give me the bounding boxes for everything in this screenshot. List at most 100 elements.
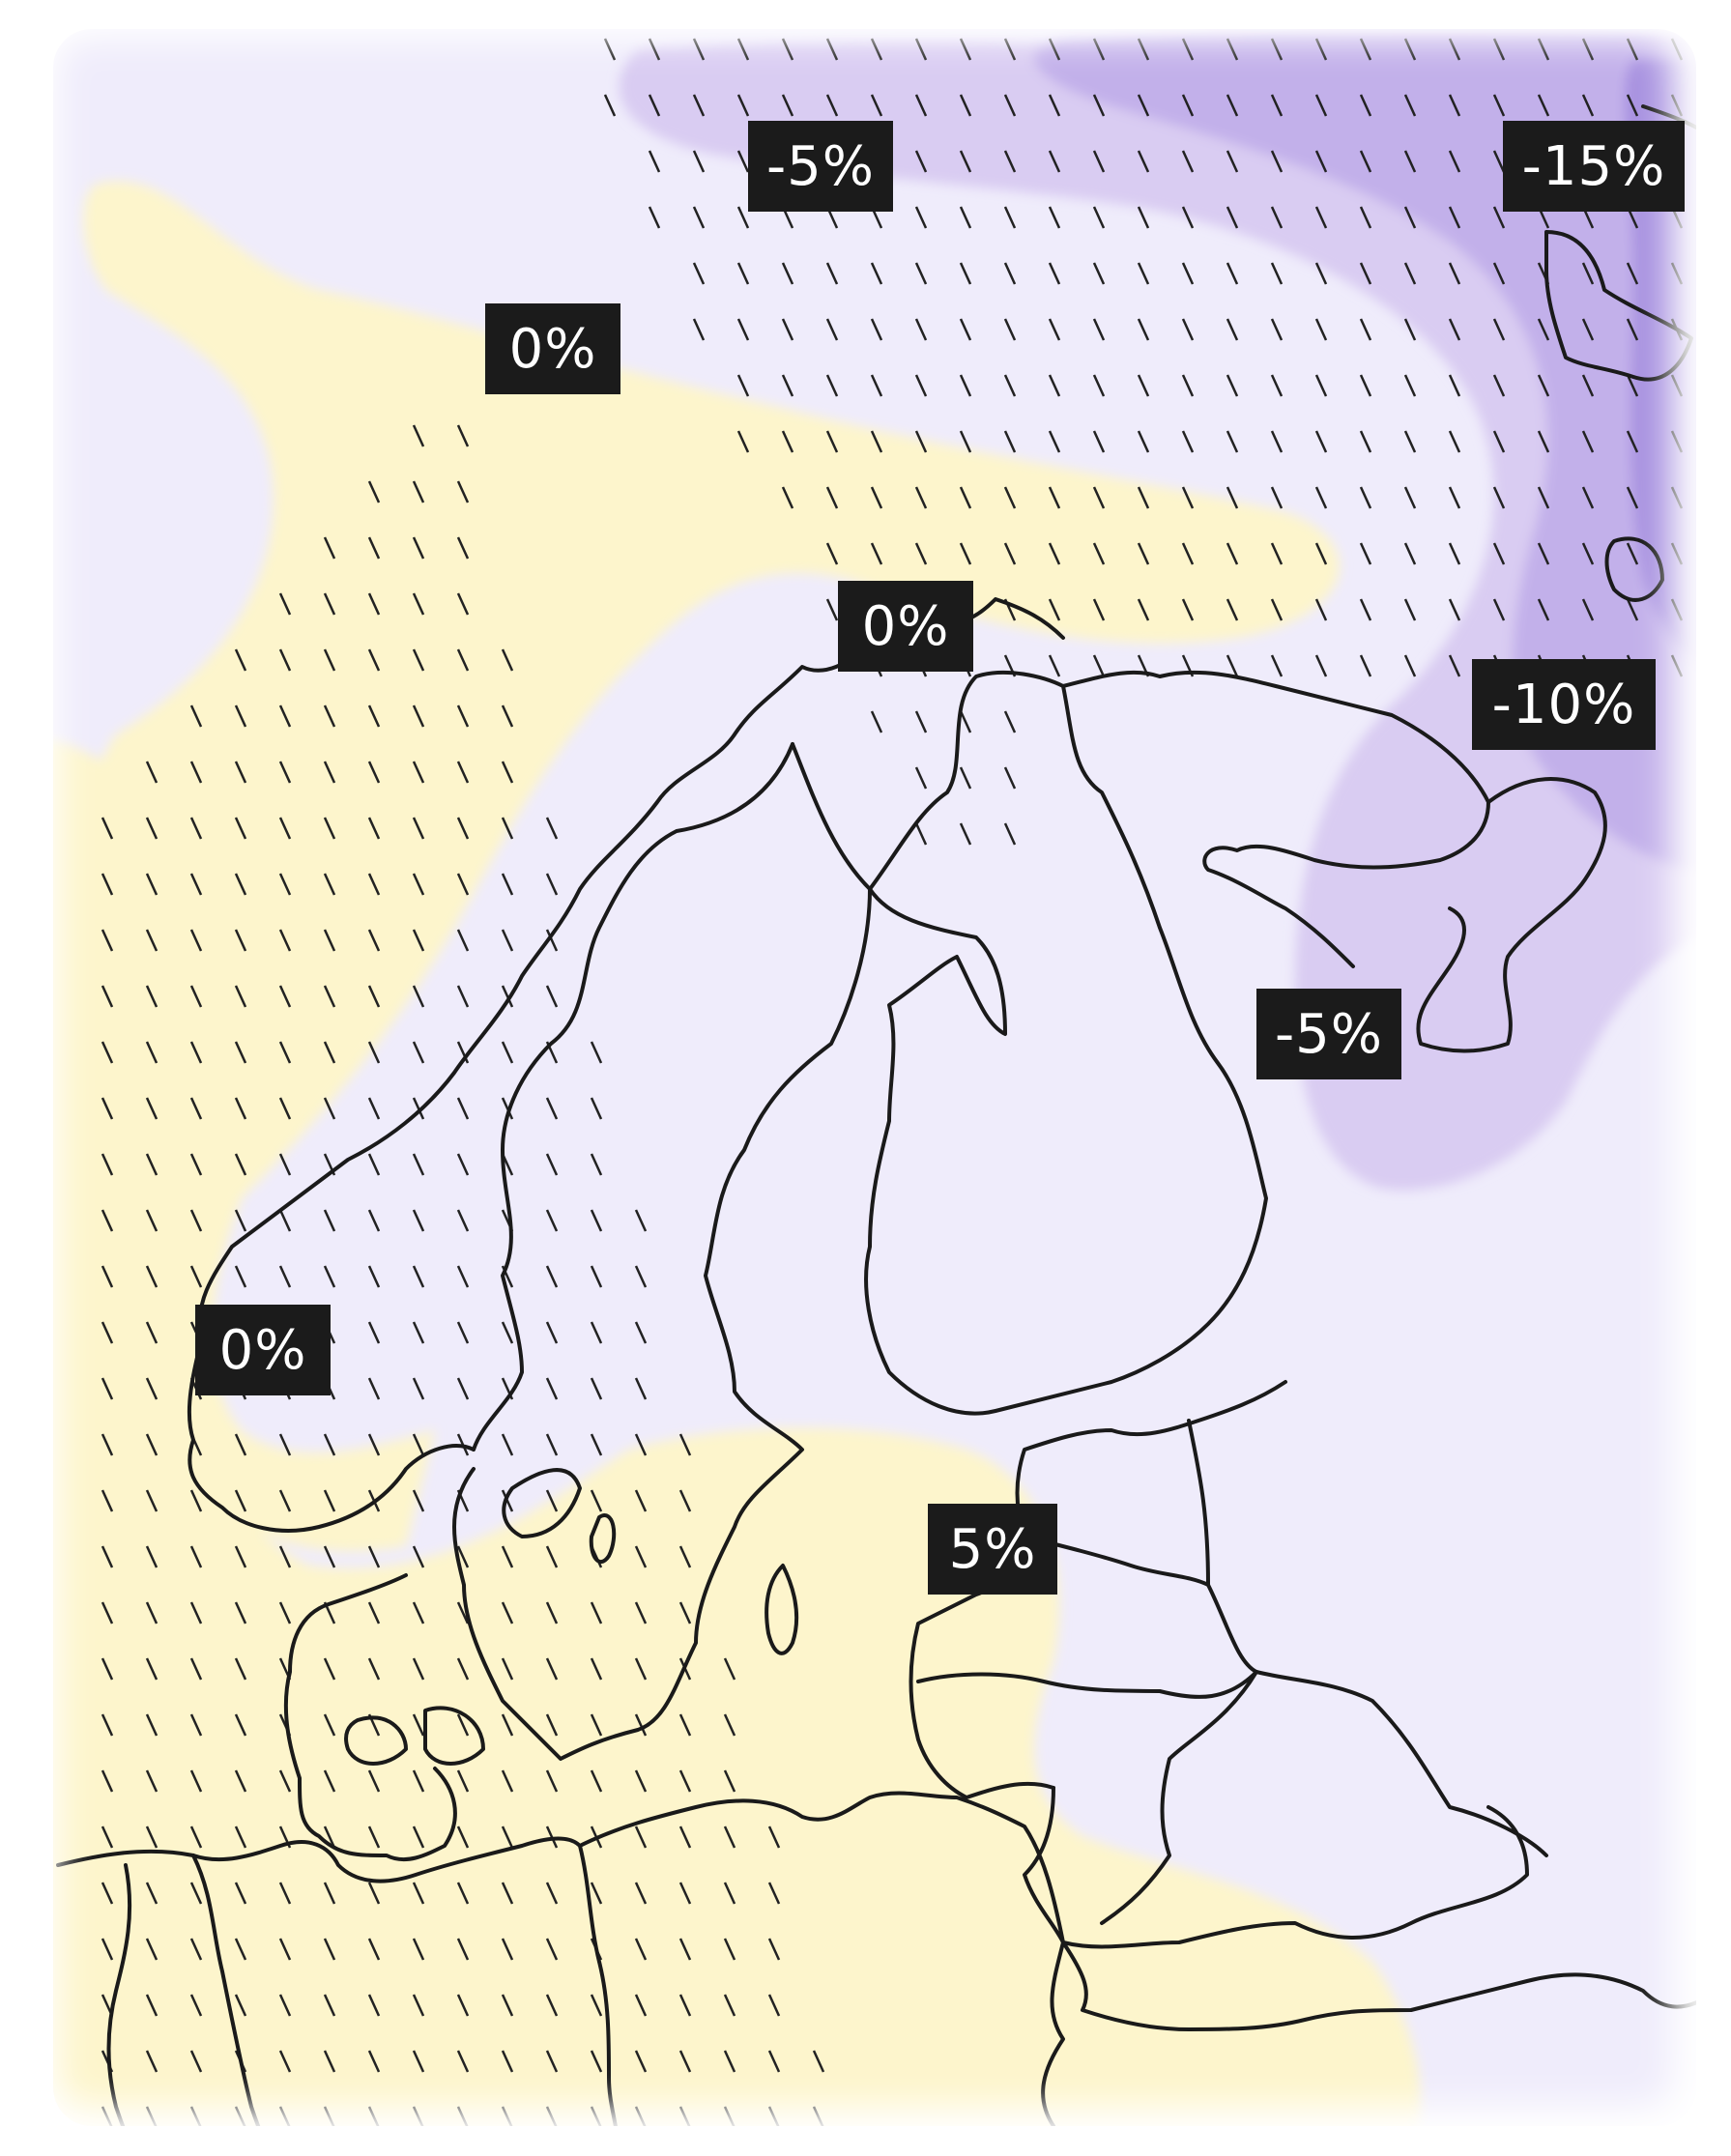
hatch-dash <box>101 1321 114 1344</box>
hatch-dash <box>1181 206 1195 229</box>
hatch-dash <box>1448 542 1461 565</box>
hatch-dash <box>634 1265 648 1288</box>
hatch-dash <box>145 873 159 896</box>
hatch-dash <box>1314 38 1328 61</box>
hatch-dash <box>1048 542 1061 565</box>
hatch-dash <box>1626 262 1639 285</box>
hatch-dash <box>189 1041 203 1064</box>
hatch-dash <box>1003 374 1017 397</box>
hatch-dash <box>1403 542 1417 565</box>
hatch-dash <box>1448 94 1461 117</box>
hatch-dash <box>1181 150 1195 173</box>
hatch-dash <box>1537 486 1550 509</box>
hatch-dash <box>1581 542 1595 565</box>
hatch-dash <box>1626 318 1639 341</box>
hatch-dash <box>1492 486 1506 509</box>
hatch-dash <box>1048 598 1061 621</box>
hatch-dash <box>412 1882 425 1905</box>
hatch-dash <box>1270 654 1284 677</box>
finland-outline <box>864 670 1268 1416</box>
hatch-dash <box>1092 486 1106 509</box>
hatch-dash <box>412 1209 425 1232</box>
hatch-dash <box>367 1041 381 1064</box>
hatch-dash <box>145 1265 159 1288</box>
hatch-dash <box>1048 262 1061 285</box>
hatch-dash <box>678 1882 692 1905</box>
hatch-dash <box>1581 486 1595 509</box>
hatch-dash <box>545 1265 559 1288</box>
hatch-dash <box>545 1433 559 1456</box>
hatch-dash <box>1314 94 1328 117</box>
hatch-dash <box>1581 318 1595 341</box>
hatch-dash <box>501 1545 514 1568</box>
hatch-dash <box>723 1657 736 1681</box>
hatch-dash <box>189 704 203 728</box>
hatch-dash <box>501 817 514 840</box>
germany-north-coast <box>56 1836 582 1883</box>
hatch-dash <box>870 430 883 453</box>
hatch-dash <box>1048 206 1061 229</box>
hatch-dash <box>456 1377 470 1400</box>
hatch-dash <box>781 486 794 509</box>
hatch-dash <box>323 1265 336 1288</box>
hatch-dash <box>1492 206 1506 229</box>
hatch-dash <box>545 985 559 1008</box>
hatch-dash <box>1003 486 1017 509</box>
hatch-dash <box>1537 598 1550 621</box>
hatch-dash <box>101 1041 114 1064</box>
hatch-dash <box>1270 542 1284 565</box>
hatch-dash <box>145 1377 159 1400</box>
hatch-dash <box>1226 38 1239 61</box>
hatch-dash <box>634 1713 648 1737</box>
hatch-dash <box>456 2050 470 2073</box>
hatch-dash <box>145 2050 159 2073</box>
hatch-dash <box>1626 38 1639 61</box>
hatch-dash <box>1492 542 1506 565</box>
hatch-dash <box>145 817 159 840</box>
hatch-dash <box>101 1489 114 1512</box>
hatch-dash <box>914 542 928 565</box>
hatch-dash <box>456 704 470 728</box>
label-minus5-east: -5% <box>1256 989 1401 1079</box>
hatch-dash <box>545 1209 559 1232</box>
hatch-dash <box>1270 598 1284 621</box>
hatch-dash <box>101 1377 114 1400</box>
vattern-lake <box>589 1513 617 1564</box>
hatch-dash <box>101 1433 114 1456</box>
hatch-dash <box>1048 318 1061 341</box>
hatch-dash <box>234 761 247 784</box>
hatch-dash <box>781 318 794 341</box>
belarus-outline <box>1023 1786 1529 1949</box>
hatch-dash <box>1448 38 1461 61</box>
hatch-dash <box>825 598 839 621</box>
hatch-dash <box>1181 262 1195 285</box>
hatch-dash <box>234 1769 247 1793</box>
hatch-dash <box>501 1713 514 1737</box>
hatch-dash <box>501 1938 514 1961</box>
hatch-dash <box>914 766 928 790</box>
hatch-dash <box>412 1713 425 1737</box>
hatch-dash <box>501 985 514 1008</box>
hatch-dash <box>1092 598 1106 621</box>
hatch-dash <box>456 817 470 840</box>
hatch-dash <box>959 318 972 341</box>
hatch-dash <box>1492 262 1506 285</box>
hatch-dash <box>323 2050 336 2073</box>
hatch-dash <box>736 318 750 341</box>
hatch-dash <box>323 1882 336 1905</box>
hatch-dash <box>1359 374 1372 397</box>
gotland-island <box>765 1564 799 1655</box>
hatch-dash <box>1226 94 1239 117</box>
hatch-dash <box>914 94 928 117</box>
hatch-dash <box>1492 318 1506 341</box>
hatch-dash <box>501 1994 514 2017</box>
hatch-dash <box>278 1601 292 1624</box>
hatch-dash <box>914 822 928 846</box>
hatch-dash <box>323 1938 336 1961</box>
hatch-dash <box>1359 654 1372 677</box>
hatch-dash <box>1359 262 1372 285</box>
hatch-dash <box>825 542 839 565</box>
hatch-dash <box>634 1321 648 1344</box>
hatch-dash <box>412 424 425 447</box>
